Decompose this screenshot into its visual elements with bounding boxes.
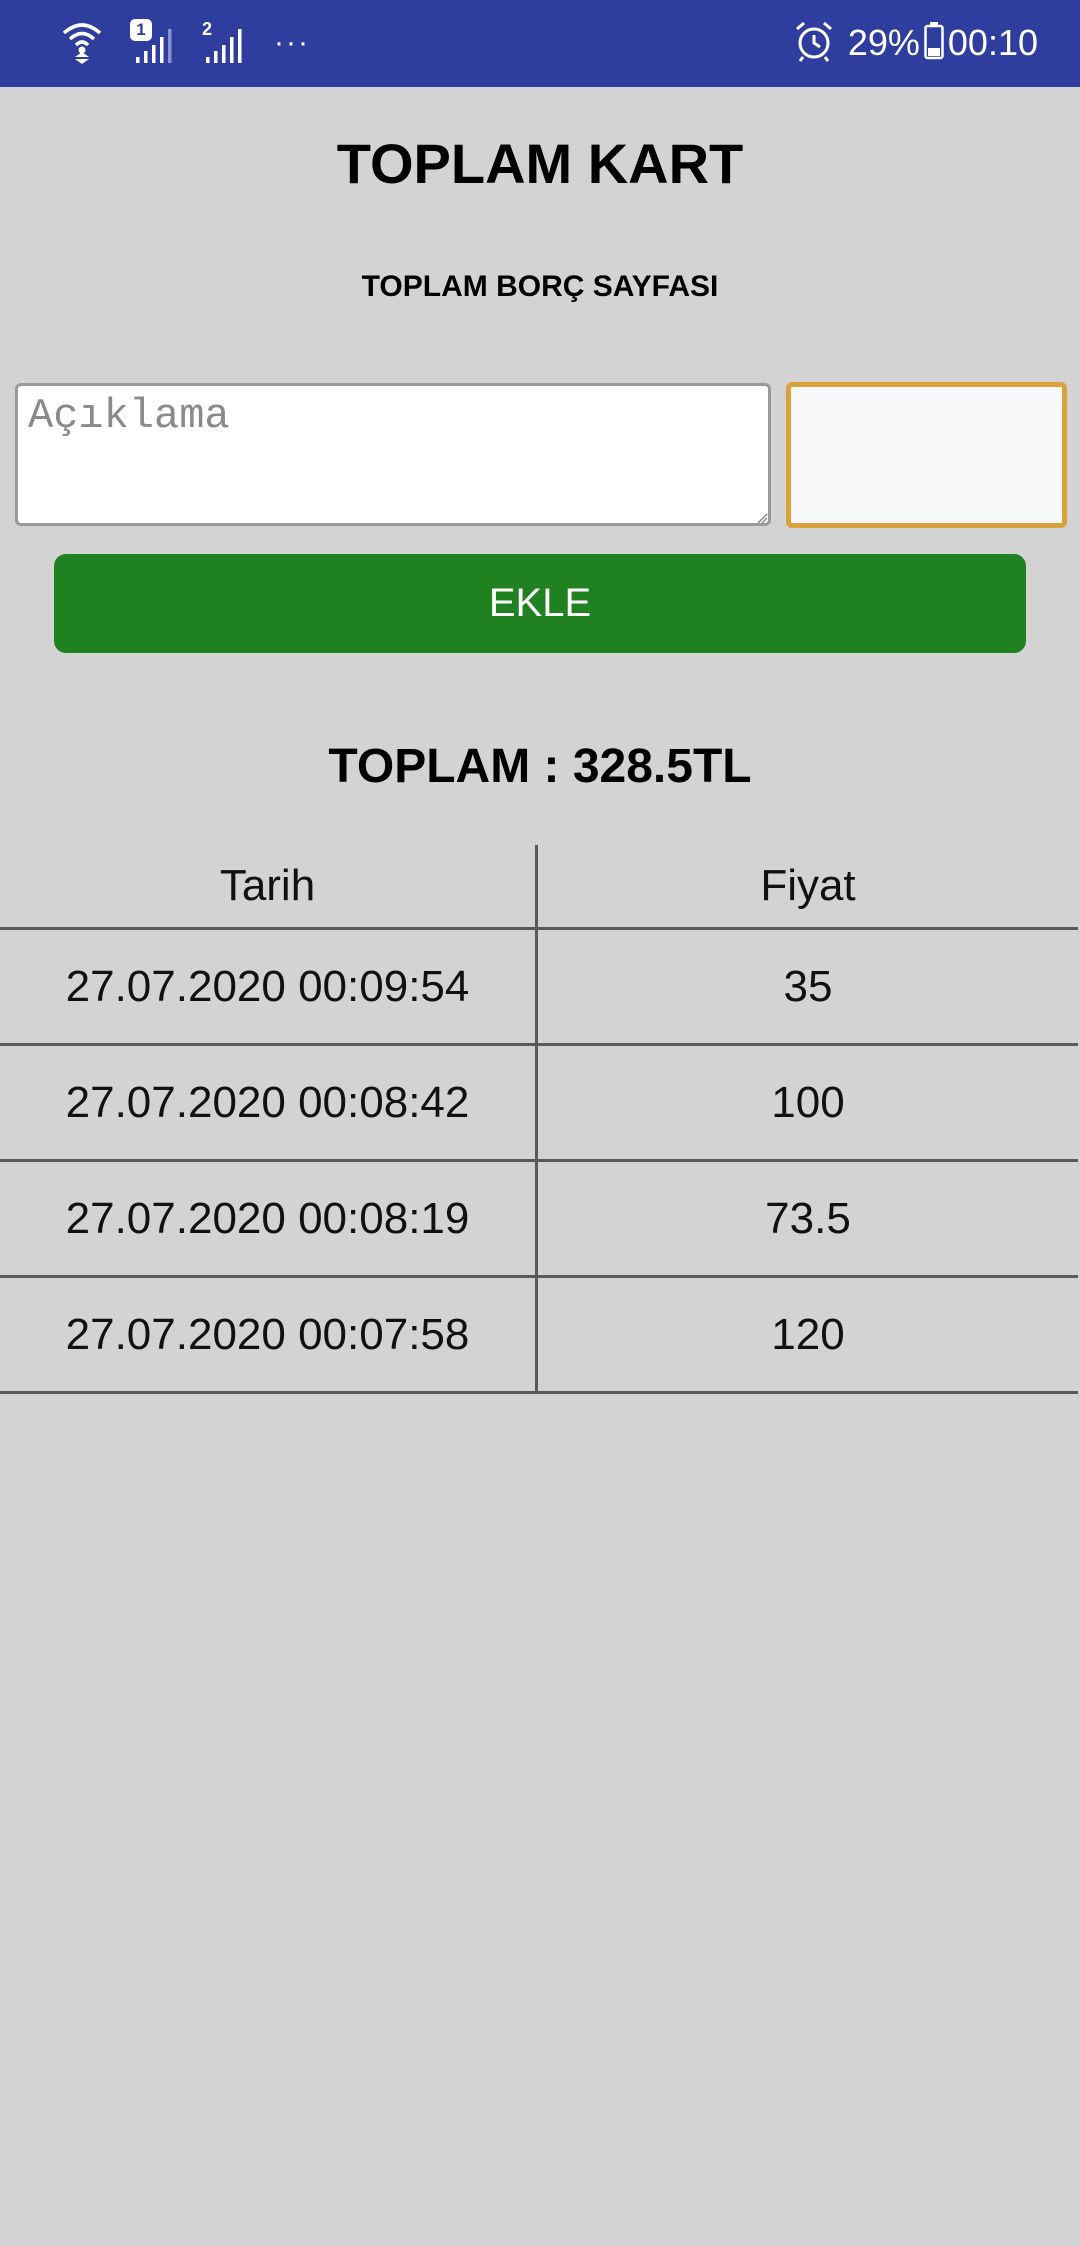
cell-date: 27.07.2020 00:09:54 <box>0 930 538 1043</box>
signal-sim1-icon: 1 <box>130 19 176 67</box>
table-row[interactable]: 27.07.2020 00:07:58 120 <box>0 1278 1078 1394</box>
battery-icon <box>924 21 944 65</box>
cell-price: 120 <box>771 1309 845 1359</box>
signal-sim2-icon: 2 <box>202 19 248 67</box>
page-title: TOPLAM KART <box>336 132 744 195</box>
wifi-icon <box>60 17 104 70</box>
cell-price: 73.5 <box>765 1193 851 1243</box>
cell-date: 27.07.2020 00:08:42 <box>0 1046 538 1159</box>
sim2-badge: 2 <box>202 19 213 39</box>
battery-percent: 29% <box>847 22 920 63</box>
alarm-icon <box>794 20 834 67</box>
main-content: TOPLAM KART TOPLAM BORÇ SAYFASI EKLE TOP… <box>0 87 1080 2246</box>
page-subtitle: TOPLAM BORÇ SAYFASI <box>361 270 719 303</box>
table-header-row: Tarih Fiyat <box>0 845 1078 930</box>
overflow-notifications: ··· <box>274 26 310 59</box>
column-header-price: Fiyat <box>760 861 856 910</box>
column-header-date: Tarih <box>0 845 538 927</box>
cell-date: 27.07.2020 00:08:19 <box>0 1162 538 1275</box>
cell-date: 27.07.2020 00:07:58 <box>0 1278 538 1391</box>
sim1-badge: 1 <box>130 19 152 41</box>
table-row[interactable]: 27.07.2020 00:08:19 73.5 <box>0 1162 1078 1278</box>
records-table: Tarih Fiyat 27.07.2020 00:09:54 35 27.07… <box>0 845 1078 1394</box>
status-bar-left: 1 2 ··· <box>60 18 336 68</box>
table-row[interactable]: 27.07.2020 00:08:42 100 <box>0 1046 1078 1162</box>
clock: 00:10 <box>947 22 1038 63</box>
description-input[interactable] <box>15 383 771 526</box>
cell-price: 35 <box>783 961 833 1011</box>
price-input[interactable] <box>786 382 1067 528</box>
status-bar: 1 2 ··· <box>0 0 1080 87</box>
status-bar-right: 29% 00:10 <box>794 18 1038 68</box>
add-button[interactable]: EKLE <box>54 554 1026 653</box>
total-summary: TOPLAM : 328.5TL <box>328 740 752 793</box>
table-row[interactable]: 27.07.2020 00:09:54 35 <box>0 930 1078 1046</box>
cell-price: 100 <box>771 1077 845 1127</box>
resize-grip-icon[interactable] <box>756 511 768 524</box>
